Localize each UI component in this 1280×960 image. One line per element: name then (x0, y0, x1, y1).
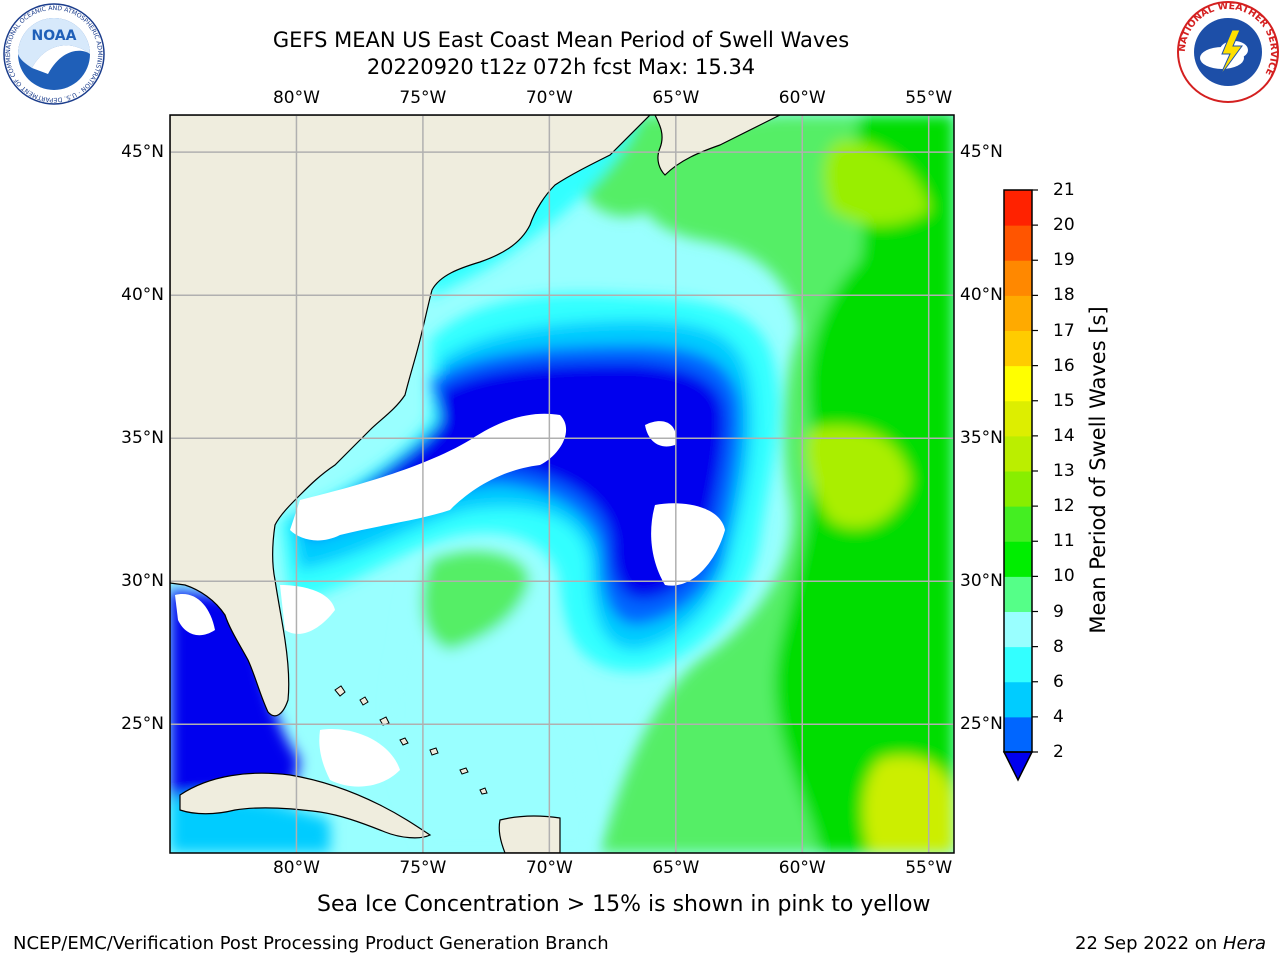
colorbar-segment (1004, 681, 1032, 718)
colorbar-tick-label: 12 (1053, 496, 1075, 517)
missing-data-areas (175, 413, 725, 787)
colorbar-tick-label: 20 (1053, 215, 1075, 236)
lon-tick-label: 70°W (525, 858, 573, 878)
lat-tick-label: 35°N (121, 428, 164, 449)
lon-tick-label: 75°W (399, 88, 447, 108)
lon-tick-label: 80°W (272, 88, 320, 108)
north-america-land (170, 115, 651, 717)
colorbar-tick-label: 2 (1053, 742, 1064, 762)
colorbar-tick-label: 18 (1053, 285, 1075, 306)
colorbar-segment (1004, 541, 1032, 577)
map-frame (169, 114, 955, 854)
land-areas (170, 115, 781, 853)
lat-tick-label: 25°N (121, 714, 164, 735)
lat-tick-label: 45°N (121, 142, 164, 163)
lat-tick-label: 40°N (121, 285, 164, 306)
colorbar-segment (1004, 435, 1032, 472)
colorbar-segment (1004, 295, 1032, 331)
lat-tick-label: 40°N (960, 285, 1003, 306)
lon-tick-label: 55°W (905, 88, 953, 108)
footer-date: 22 Sep 2022 on (1075, 933, 1223, 954)
lon-tick-label: 55°W (905, 858, 953, 878)
colorbar-under-arrow (1002, 751, 1034, 782)
sea-ice-note: Sea Ice Concentration > 15% is shown in … (317, 892, 931, 917)
colorbar-segment (1004, 611, 1032, 648)
lat-tick-label: 30°N (960, 571, 1003, 592)
lon-tick-label: 65°W (652, 88, 700, 108)
colorbar-segment (1004, 471, 1032, 507)
colorbar-segment (1004, 330, 1032, 367)
lon-tick-label: 60°W (778, 88, 826, 108)
colorbar-segment (1004, 506, 1032, 542)
lon-tick-label: 70°W (525, 88, 573, 108)
lat-tick-label: 35°N (960, 428, 1003, 449)
colorbar-segment (1004, 716, 1032, 753)
colorbar-segment (1004, 576, 1032, 612)
footer-right: 22 Sep 2022 on Hera (1075, 933, 1266, 955)
colorbar-segment (1004, 260, 1032, 296)
colorbar-tick-label: 6 (1053, 671, 1064, 692)
colorbar-label: Mean Period of Swell Waves [s] (1086, 306, 1110, 634)
colorbar-tick-label: 8 (1053, 636, 1064, 657)
chart-subtitle: 20220920 t12z 072h fcst Max: 15.34 (366, 55, 756, 79)
noaa-logo-text: NOAA (32, 28, 77, 44)
lon-tick-label: 75°W (399, 858, 447, 878)
colorbar-tick-label: 10 (1053, 566, 1075, 587)
colorbar-tick-label: 19 (1053, 250, 1075, 271)
colorbar-segment (1004, 646, 1032, 683)
chart-title: GEFS MEAN US East Coast Mean Period of S… (272, 28, 850, 52)
lon-tick-label: 80°W (272, 858, 320, 878)
colorbar-segment (1004, 190, 1032, 226)
colorbar-segment (1004, 400, 1032, 437)
lat-tick-label: 25°N (960, 714, 1003, 735)
footer-left: NCEP/EMC/Verification Post Processing Pr… (13, 933, 609, 954)
hispaniola-land (498, 815, 561, 853)
colorbar-tick-label: 4 (1053, 706, 1064, 727)
grid-lines (170, 115, 954, 853)
colorbar-segment (1004, 225, 1032, 261)
cuba-land (179, 772, 432, 839)
colorbar-tick-label: 21 (1053, 180, 1075, 200)
footer-host: Hera (1222, 933, 1266, 954)
colorbar-tick-label: 17 (1053, 320, 1075, 341)
lat-tick-label: 45°N (960, 142, 1003, 163)
noaa-logo: NATIONAL OCEANIC AND ATMOSPHERIC ADMINIS… (0, 0, 106, 106)
colorbar-tick-label: 16 (1053, 355, 1075, 376)
colorbar-tick-label: 14 (1053, 425, 1075, 446)
colorbar (1002, 189, 1038, 782)
colorbar-segment (1004, 365, 1032, 402)
maritimes-land (654, 115, 781, 176)
colorbar-tick-label: 11 (1053, 531, 1075, 552)
lon-tick-label: 65°W (652, 858, 700, 878)
nws-logo: NATIONAL WEATHER SERVICE (1176, 0, 1280, 104)
lon-tick-label: 60°W (778, 858, 826, 878)
colorbar-tick-label: 9 (1053, 601, 1064, 622)
colorbar-tick-label: 13 (1053, 461, 1075, 481)
colorbar-tick-label: 15 (1053, 390, 1075, 411)
lat-tick-label: 30°N (121, 571, 164, 592)
